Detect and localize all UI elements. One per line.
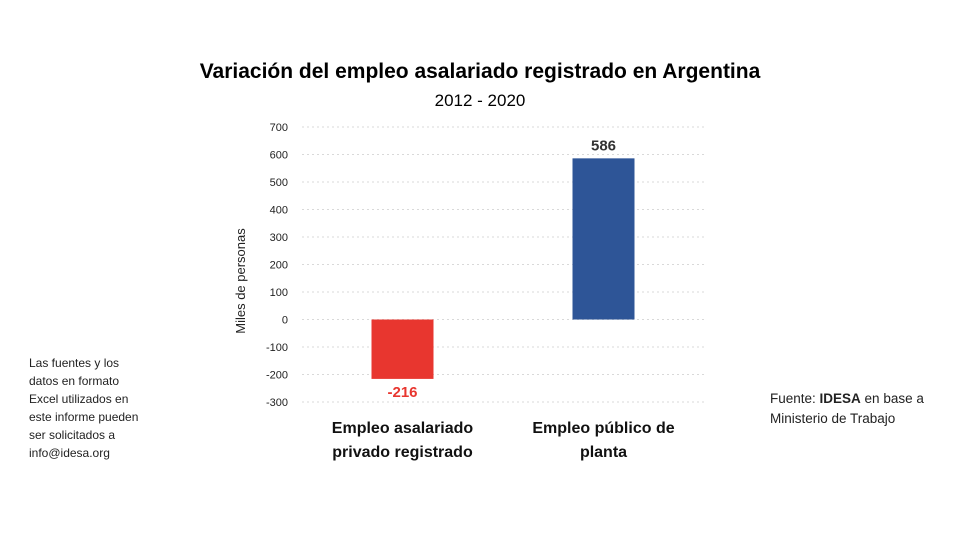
x-tick-label-line: privado registrado [332,444,473,461]
x-tick-label-line: planta [579,444,628,461]
source-org: IDESA [819,391,861,406]
data-request-note: Las fuentes y los datos en formato Excel… [29,356,139,460]
data-label: -216 [387,384,417,401]
y-tick-label: 100 [270,287,288,299]
y-axis-label: Miles de personas [233,228,248,334]
y-tick-label: 700 [270,122,288,134]
bars [371,158,635,379]
x-tick-label-line: Empleo público de [532,420,675,437]
bar [371,319,434,379]
y-tick-label: 200 [270,260,288,272]
chart-title: Variación del empleo asalariado registra… [199,60,761,83]
y-tick-label: 300 [270,232,288,244]
y-tick-label: 500 [270,177,288,189]
source-note: Fuente: IDESA en base a Ministerio de Tr… [770,389,950,429]
bar [572,158,635,320]
source-suffix: en base a Ministerio de Trabajo [770,391,924,426]
chart-subtitle: 2012 - 2020 [434,91,526,110]
y-tick-label: -200 [266,370,288,382]
y-tick-label: 0 [282,315,288,327]
y-tick-label: 400 [270,205,288,217]
gridlines [302,126,704,403]
x-tick-label: Empleo asalariado privado registrado [303,417,503,465]
source-prefix: Fuente: [770,391,820,406]
bar-chart: 700 600 500 400 300 200 100 0 -100 -200 -300 -216 5… [233,122,704,409]
y-tick-label: -100 [266,342,288,354]
x-tick-label-line: Empleo asalariado [331,420,474,437]
y-tick-label: 600 [270,150,288,162]
data-labels: -216 586 [387,137,616,401]
x-tick-label: Empleo público de planta [504,417,704,465]
y-axis-ticks: 700 600 500 400 300 200 100 0 -100 -200 -300 [266,122,288,409]
y-tick-label: -300 [266,397,288,409]
data-label: 586 [591,137,616,154]
